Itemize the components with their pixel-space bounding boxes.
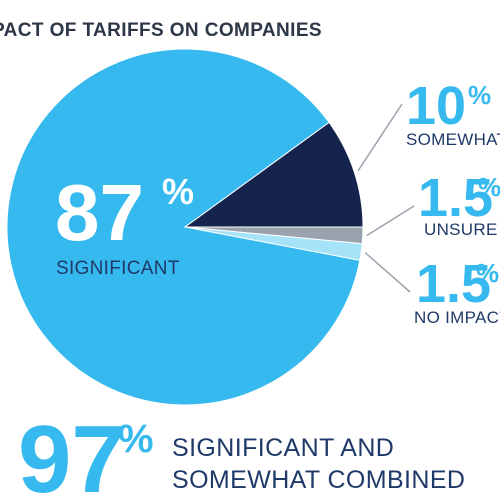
slice-label-unsure: UNSURE	[424, 220, 498, 239]
summary-label: SIGNIFICANT AND SOMEWHAT COMBINED	[172, 432, 465, 496]
summary-value: 97	[18, 406, 125, 500]
slice-unit-unsure: %	[478, 172, 500, 202]
callout-leader-lines	[357, 103, 415, 293]
pie-slice-somewhat	[183, 121, 364, 228]
summary-unit: %	[118, 417, 154, 461]
pie-slice-significant	[6, 48, 361, 406]
slice-label-somewhat: SOMEWHAT	[406, 130, 500, 149]
slice-value-somewhat: 10	[406, 76, 466, 136]
slice-value-no-impact: 1.5	[416, 254, 491, 314]
pie-slices	[6, 48, 364, 406]
slice-value-significant: 87	[55, 168, 144, 257]
summary-line-2: SOMEWHAT COMBINED	[172, 466, 466, 494]
slice-unit-somewhat: %	[468, 80, 491, 110]
slice-label-no-impact: NO IMPACT	[414, 308, 500, 327]
chart-title: PACT OF TARIFFS ON COMPANIES	[0, 20, 322, 41]
leader-line-unsure	[366, 205, 415, 237]
summary-line-1: SIGNIFICANT AND	[172, 434, 395, 462]
slice-value-unsure: 1.5	[418, 168, 493, 228]
leader-line-no-impact	[364, 252, 411, 293]
slice-label-significant: SIGNIFICANT	[56, 258, 180, 279]
slice-unit-no-impact: %	[476, 258, 499, 288]
slice-unit-significant: %	[162, 171, 194, 212]
leader-line-somewhat	[357, 103, 403, 172]
